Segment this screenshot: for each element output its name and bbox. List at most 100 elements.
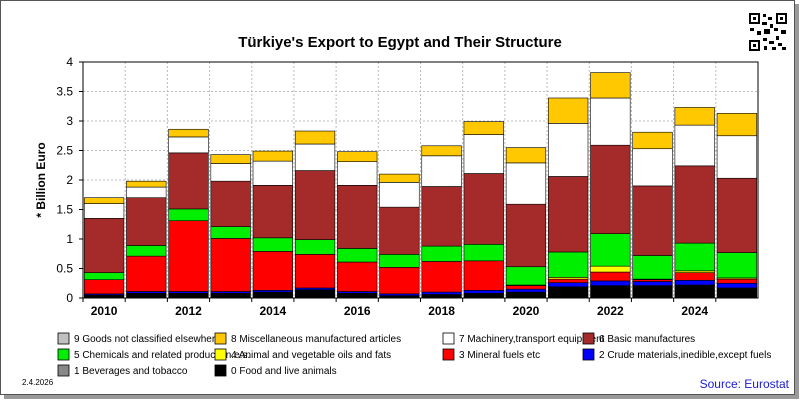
chart-title: Türkiye's Export to Egypt and Their Stru… — [238, 34, 562, 51]
bar-segment — [126, 292, 167, 299]
source-label: Source: Eurostat — [700, 377, 790, 391]
axis-layer: 0 0.5 1 1.5 2 2.5 3 3.5 4 2010 2012 2014 2016 2018 202… — [56, 55, 759, 318]
legend-swatch — [442, 332, 455, 345]
bar-segment — [379, 206, 420, 255]
bar-segment — [632, 148, 673, 187]
bar-segment — [590, 72, 631, 99]
bar-segment — [83, 279, 125, 295]
bar-segment — [716, 177, 758, 253]
bar-segment — [421, 155, 462, 187]
bar-segment — [252, 160, 293, 186]
bar-segment — [379, 173, 420, 183]
bar-segment — [379, 254, 420, 268]
bar-segment — [463, 244, 504, 262]
y-tick-label: 2.5 — [56, 144, 73, 158]
bar-segment — [590, 144, 631, 234]
bar-segment — [252, 150, 293, 162]
bar-segment — [716, 282, 758, 289]
bar-segment — [210, 226, 251, 239]
date-label: 2.4.2026 — [22, 378, 54, 387]
bar-segment — [294, 130, 336, 145]
bar-segment — [294, 143, 336, 171]
bar-segment — [83, 197, 125, 204]
y-tick-label: 0.5 — [56, 262, 73, 276]
x-tick-label: 2018 — [428, 304, 455, 318]
bar-segment — [716, 288, 758, 299]
bar-segment — [590, 271, 631, 282]
bar-segment — [632, 255, 673, 280]
bar-segment — [168, 208, 209, 222]
y-tick-label: 3 — [66, 114, 73, 128]
bar-segment — [674, 165, 715, 244]
y-tick-label: 3.5 — [56, 85, 73, 99]
bar-segment — [421, 261, 462, 293]
x-tick-label: 2012 — [175, 304, 202, 318]
bar-segment — [421, 145, 462, 157]
x-tick-label: 2022 — [597, 304, 624, 318]
bar-segment — [463, 134, 504, 174]
bar-segment — [505, 203, 547, 268]
bar-segment — [632, 131, 673, 150]
bar-segment — [379, 267, 420, 295]
legend-swatch — [214, 332, 227, 345]
bar-segment — [590, 233, 631, 267]
bar-segment — [126, 245, 167, 257]
bar-segment — [505, 291, 547, 299]
bar-segment — [168, 128, 209, 138]
legend-label: 0 Food and live animals — [231, 366, 337, 377]
bar-segment — [168, 136, 209, 154]
bar-segment — [463, 173, 504, 245]
bar-segment — [590, 280, 631, 286]
bar-segment — [421, 245, 462, 262]
legend-swatch — [582, 348, 595, 361]
legend-swatch — [442, 348, 455, 361]
bar-segment — [210, 238, 251, 292]
bar-segment — [548, 123, 589, 177]
bar-segment — [337, 292, 378, 299]
bars-layer — [83, 72, 758, 299]
bar-segment — [716, 113, 758, 137]
bar-segment — [83, 272, 125, 281]
bar-segment — [632, 185, 673, 256]
bar-segment — [337, 161, 378, 186]
bar-segment — [252, 237, 293, 252]
bar-segment — [210, 154, 251, 164]
y-tick-label: 0 — [66, 291, 73, 305]
bar-segment — [505, 288, 547, 293]
legend-swatch — [582, 332, 595, 345]
bar-segment — [548, 176, 589, 253]
legend-swatch — [214, 364, 227, 377]
bar-segment — [632, 281, 673, 286]
bar-segment — [548, 282, 589, 288]
legend-swatch — [57, 348, 70, 361]
bar-segment — [337, 151, 378, 163]
legend-label: 2 Crude materials,inedible,except fuels — [599, 350, 771, 361]
y-tick-label: 4 — [66, 55, 73, 69]
bar-segment — [168, 292, 209, 299]
bar-segment — [505, 285, 547, 290]
bar-segment — [421, 291, 462, 295]
bar-segment — [252, 251, 293, 291]
legend-label: 5 Chemicals and related products,n.e.s. — [74, 350, 250, 361]
bar-segment — [463, 292, 504, 299]
bar-segment — [463, 121, 504, 135]
y-tick-label: 1.5 — [56, 203, 73, 217]
bar-segment — [674, 242, 715, 272]
bar-segment — [294, 239, 336, 255]
qr-code-icon — [748, 12, 788, 52]
bar-segment — [674, 285, 715, 299]
bar-segment — [379, 182, 420, 208]
legend-swatch — [57, 364, 70, 377]
bar-segment — [126, 197, 167, 246]
bar-segment — [716, 278, 758, 284]
bar-segment — [210, 292, 251, 299]
legend-label: 4 Animal and vegetable oils and fats — [231, 350, 391, 361]
bar-segment — [83, 218, 125, 273]
bar-segment — [126, 186, 167, 199]
bar-segment — [505, 162, 547, 205]
bar-segment — [210, 163, 251, 182]
x-tick-label: 2024 — [681, 304, 708, 318]
bar-segment — [421, 294, 462, 299]
bar-segment — [337, 248, 378, 263]
